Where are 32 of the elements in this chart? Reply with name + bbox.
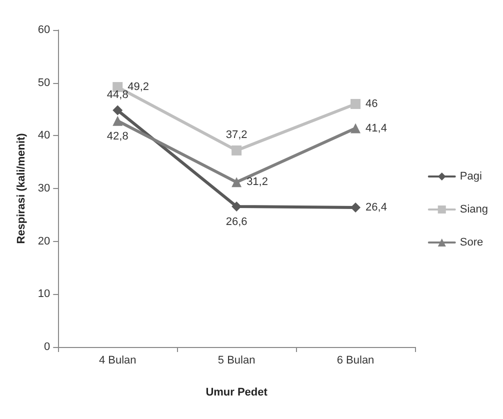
y-tick-label: 10 [38, 288, 50, 300]
x-axis-title: Umur Pedet [206, 386, 268, 398]
legend-label: Sore [460, 236, 484, 248]
point [112, 105, 123, 116]
y-tick-label: 60 [38, 24, 50, 36]
y-tick-label: 20 [38, 235, 50, 248]
point [232, 177, 242, 188]
data-label: 26,6 [226, 216, 248, 228]
point [232, 145, 242, 156]
data-label: 46 [366, 98, 378, 110]
data-label: 37,2 [226, 128, 248, 141]
data-label: 49,2 [128, 81, 150, 94]
point [350, 202, 361, 213]
data-label: 41,4 [366, 122, 387, 134]
data-label: 31,2 [246, 176, 268, 188]
y-tick-label: 40 [38, 130, 50, 142]
y-tick-label: 30 [38, 182, 50, 194]
point [112, 116, 123, 126]
data-label: 44,8 [106, 88, 128, 101]
data-label: 42,8 [106, 130, 128, 142]
y-tick-label: 0 [44, 341, 50, 353]
y-tick-label: 50 [38, 76, 50, 89]
y-axis-title: Respirasi (kali/menit) [16, 132, 28, 244]
x-tick-label: 5 Bulan [218, 354, 256, 366]
data-label: 26,4 [366, 202, 387, 214]
point [350, 98, 361, 109]
x-tick-label: 6 Bulan [336, 354, 374, 366]
point [232, 201, 242, 212]
legend-label: Pagi [460, 170, 482, 182]
legend-label: Siang [460, 204, 488, 216]
point [350, 123, 361, 134]
x-tick-label: 4 Bulan [98, 354, 136, 366]
